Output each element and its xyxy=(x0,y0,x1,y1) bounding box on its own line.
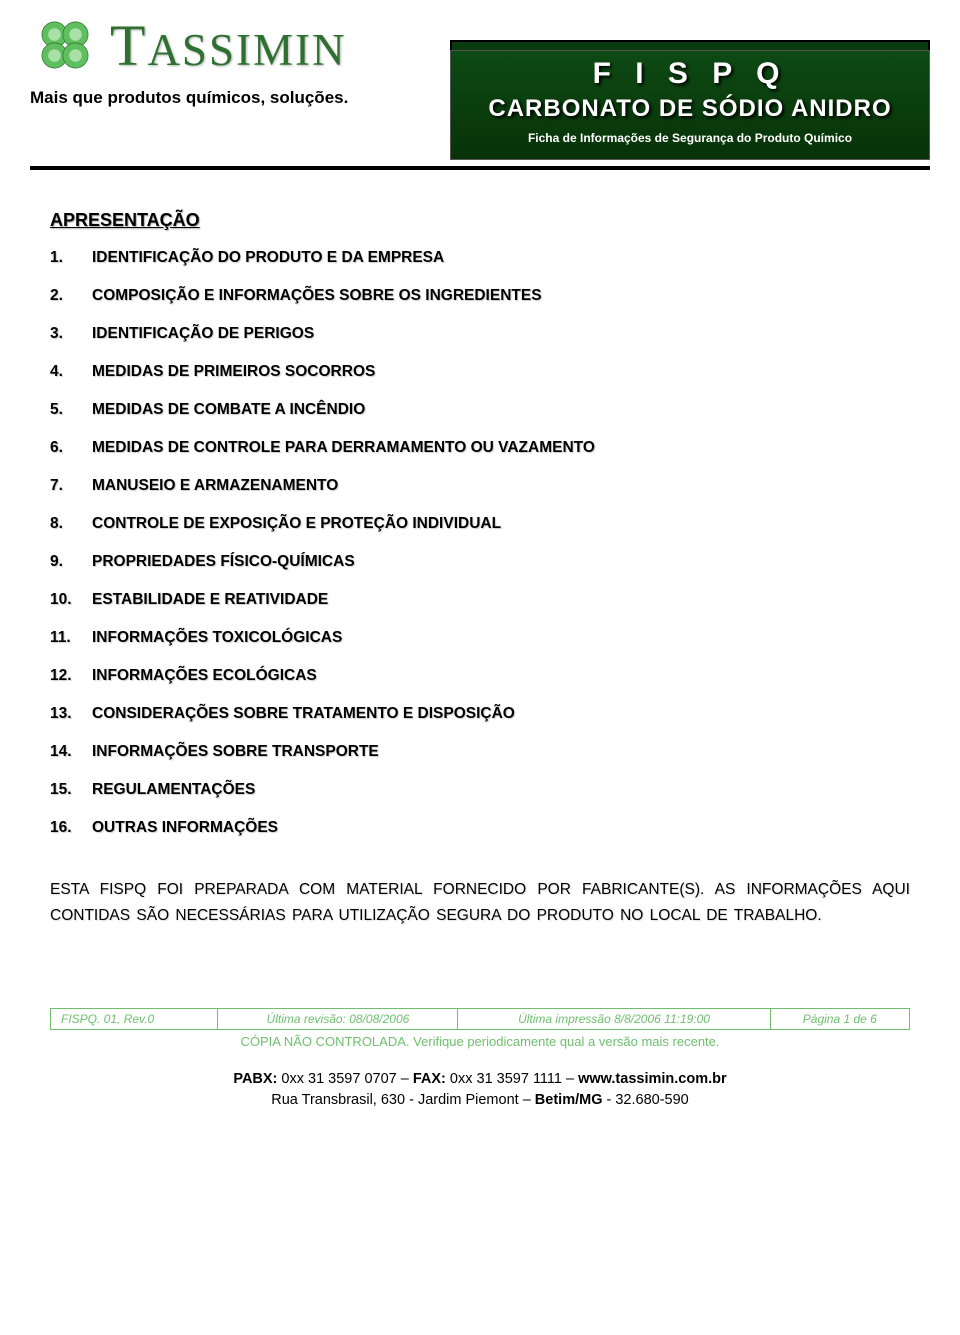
section-title: APRESENTAÇÃO xyxy=(50,210,910,231)
website: www.tassimin.com.br xyxy=(578,1071,727,1087)
toc-item-number: 4. xyxy=(50,363,92,381)
toc-item-label: CONSIDERAÇÕES SOBRE TRATAMENTO E DISPOSI… xyxy=(92,705,515,723)
toc-item-label: CONTROLE DE EXPOSIÇÃO E PROTEÇÃO INDIVID… xyxy=(92,515,501,533)
toc-item-label: PROPRIEDADES FÍSICO-QUÍMICAS xyxy=(92,553,355,571)
toc-item: 4.MEDIDAS DE PRIMEIROS SOCORROS xyxy=(50,363,910,381)
toc-item-label: MEDIDAS DE COMBATE A INCÊNDIO xyxy=(92,401,365,419)
banner-subtitle: CARBONATO DE SÓDIO ANIDRO xyxy=(461,95,919,123)
toc-item-number: 12. xyxy=(50,667,92,685)
address-zip: - 32.680-590 xyxy=(602,1092,688,1108)
logo-block: TASSIMIN Mais que produtos químicos, sol… xyxy=(30,10,450,108)
address-city: Betim/MG xyxy=(535,1092,603,1108)
clover-logo-icon xyxy=(30,10,100,80)
toc-item: 2.COMPOSIÇÃO E INFORMAÇÕES SOBRE OS INGR… xyxy=(50,287,910,305)
toc-item: 10.ESTABILIDADE E REATIVIDADE xyxy=(50,591,910,609)
brand-name: TASSIMIN xyxy=(110,12,346,79)
toc-item-number: 7. xyxy=(50,477,92,495)
meta-page: Página 1 de 6 xyxy=(770,1009,909,1030)
contact-footer: PABX: 0xx 31 3597 0707 – FAX: 0xx 31 359… xyxy=(0,1069,960,1111)
toc-item: 15.REGULAMENTAÇÕES xyxy=(50,781,910,799)
preparation-note: ESTA FISPQ FOI PREPARADA COM MATERIAL FO… xyxy=(50,877,910,928)
toc-item: 6.MEDIDAS DE CONTROLE PARA DERRAMAMENTO … xyxy=(50,439,910,457)
title-banner: F I S P Q CARBONATO DE SÓDIO ANIDRO Fich… xyxy=(450,40,930,160)
copy-note: CÓPIA NÃO CONTROLADA. Verifique periodic… xyxy=(50,1034,910,1049)
toc-item: 3.IDENTIFICAÇÃO DE PERIGOS xyxy=(50,325,910,343)
toc-item-label: COMPOSIÇÃO E INFORMAÇÕES SOBRE OS INGRED… xyxy=(92,287,542,305)
pabx-label: PABX: xyxy=(233,1071,277,1087)
tagline: Mais que produtos químicos, soluções. xyxy=(30,88,450,108)
toc-item-label: REGULAMENTAÇÕES xyxy=(92,781,255,799)
toc-item-label: MANUSEIO E ARMAZENAMENTO xyxy=(92,477,338,495)
toc-item-label: IDENTIFICAÇÃO DE PERIGOS xyxy=(92,325,314,343)
toc-item: 5.MEDIDAS DE COMBATE A INCÊNDIO xyxy=(50,401,910,419)
toc-item: 14.INFORMAÇÕES SOBRE TRANSPORTE xyxy=(50,743,910,761)
footer-meta: FISPQ. 01, Rev.0 Última revisão: 08/08/2… xyxy=(50,1008,910,1049)
header: TASSIMIN Mais que produtos químicos, sol… xyxy=(0,0,960,160)
toc-item-number: 6. xyxy=(50,439,92,457)
toc-item: 1.IDENTIFICAÇÃO DO PRODUTO E DA EMPRESA xyxy=(50,249,910,267)
content: APRESENTAÇÃO 1.IDENTIFICAÇÃO DO PRODUTO … xyxy=(0,170,960,948)
toc-item-number: 3. xyxy=(50,325,92,343)
meta-doc: FISPQ. 01, Rev.0 xyxy=(51,1009,218,1030)
banner-description: Ficha de Informações de Segurança do Pro… xyxy=(461,131,919,145)
toc-item-label: INFORMAÇÕES ECOLÓGICAS xyxy=(92,667,317,685)
toc-item-label: INFORMAÇÕES SOBRE TRANSPORTE xyxy=(92,743,379,761)
toc-item-number: 13. xyxy=(50,705,92,723)
toc-item-number: 11. xyxy=(50,629,92,647)
toc-item-label: MEDIDAS DE PRIMEIROS SOCORROS xyxy=(92,363,375,381)
toc-item-number: 2. xyxy=(50,287,92,305)
toc-item-label: IDENTIFICAÇÃO DO PRODUTO E DA EMPRESA xyxy=(92,249,444,267)
toc-item: 12.INFORMAÇÕES ECOLÓGICAS xyxy=(50,667,910,685)
toc-item: 8.CONTROLE DE EXPOSIÇÃO E PROTEÇÃO INDIV… xyxy=(50,515,910,533)
toc-item-number: 14. xyxy=(50,743,92,761)
toc-item-number: 10. xyxy=(50,591,92,609)
meta-printed: Última impressão 8/8/2006 11:19:00 xyxy=(458,1009,770,1030)
fax-number: 0xx 31 3597 1111 xyxy=(450,1071,562,1087)
toc-item-label: ESTABILIDADE E REATIVIDADE xyxy=(92,591,328,609)
address-line: Rua Transbrasil, 630 - Jardim Piemont – xyxy=(271,1092,535,1108)
toc-item: 16.OUTRAS INFORMAÇÕES xyxy=(50,819,910,837)
table-of-contents: 1.IDENTIFICAÇÃO DO PRODUTO E DA EMPRESA 2… xyxy=(50,249,910,837)
toc-item-number: 16. xyxy=(50,819,92,837)
toc-item-number: 1. xyxy=(50,249,92,267)
toc-item-label: MEDIDAS DE CONTROLE PARA DERRAMAMENTO OU… xyxy=(92,439,595,457)
toc-item-number: 15. xyxy=(50,781,92,799)
toc-item-number: 8. xyxy=(50,515,92,533)
toc-item-label: OUTRAS INFORMAÇÕES xyxy=(92,819,278,837)
fax-label: FAX: xyxy=(413,1071,446,1087)
toc-item: 7.MANUSEIO E ARMAZENAMENTO xyxy=(50,477,910,495)
toc-item-number: 9. xyxy=(50,553,92,571)
meta-revision: Última revisão: 08/08/2006 xyxy=(218,1009,458,1030)
toc-item: 9.PROPRIEDADES FÍSICO-QUÍMICAS xyxy=(50,553,910,571)
toc-item-label: INFORMAÇÕES TOXICOLÓGICAS xyxy=(92,629,342,647)
toc-item: 13.CONSIDERAÇÕES SOBRE TRATAMENTO E DISP… xyxy=(50,705,910,723)
toc-item-number: 5. xyxy=(50,401,92,419)
banner-title: F I S P Q xyxy=(461,57,919,91)
pabx-number: 0xx 31 3597 0707 xyxy=(281,1071,396,1087)
meta-table: FISPQ. 01, Rev.0 Última revisão: 08/08/2… xyxy=(50,1008,910,1030)
toc-item: 11.INFORMAÇÕES TOXICOLÓGICAS xyxy=(50,629,910,647)
